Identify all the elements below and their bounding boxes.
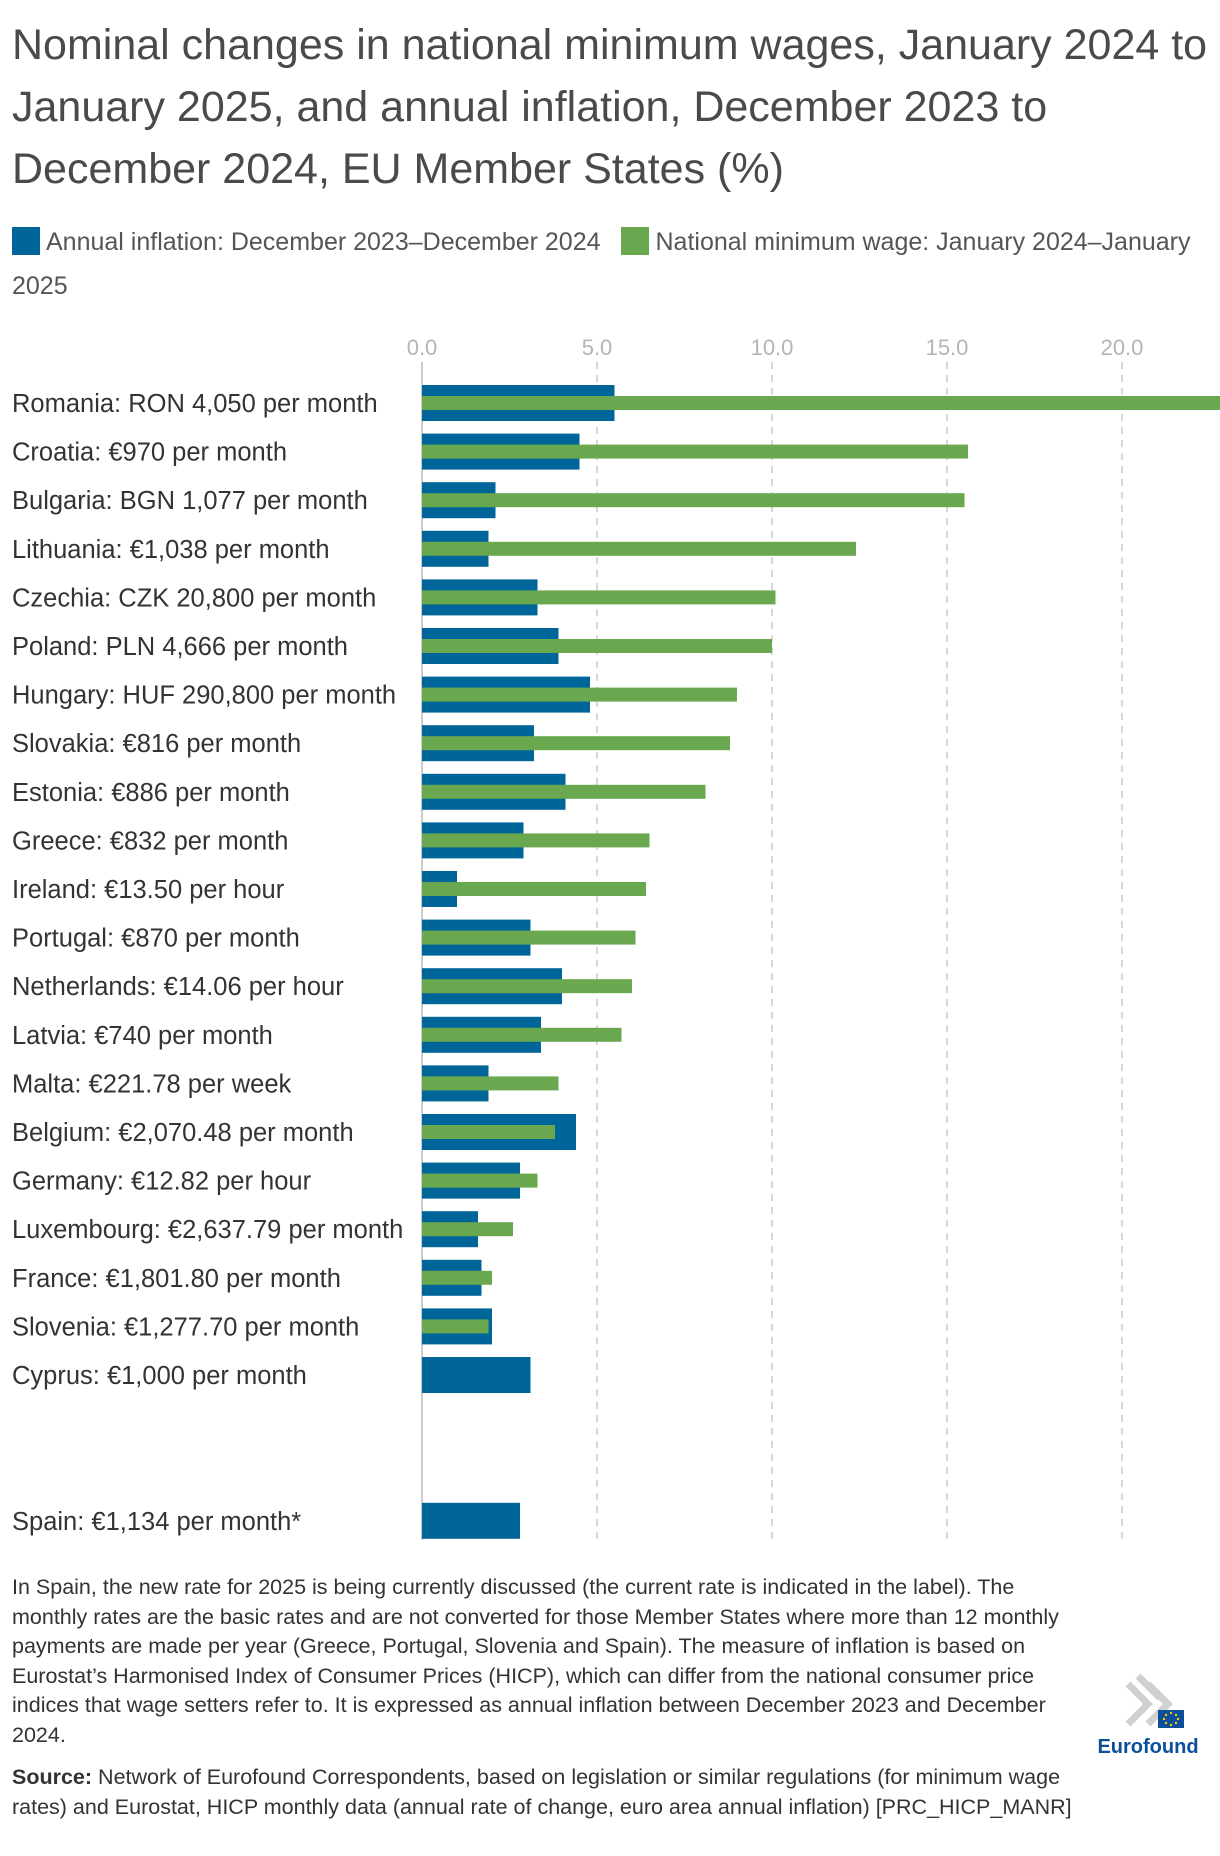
category-label: Czechia: CZK 20,800 per month — [12, 584, 376, 612]
category-label: Luxembourg: €2,637.79 per month — [12, 1216, 403, 1244]
category-label: Bulgaria: BGN 1,077 per month — [12, 487, 368, 515]
bar-minimum-wage — [422, 541, 856, 556]
legend-label-inflation: Annual inflation: December 2023–December… — [46, 228, 601, 256]
eurofound-logo-text: Eurofound — [1097, 1736, 1199, 1758]
category-label: Lithuania: €1,038 per month — [12, 536, 330, 564]
category-label: Greece: €832 per month — [12, 827, 288, 855]
category-label: Netherlands: €14.06 per hour — [12, 973, 344, 1001]
source-note: Source: Network of Eurofound Corresponde… — [12, 1763, 1072, 1822]
bar-minimum-wage — [422, 639, 772, 653]
bar-minimum-wage — [422, 396, 1220, 410]
legend-item-inflation[interactable]: Annual inflation: December 2023–December… — [12, 227, 607, 256]
category-label: Belgium: €2,070.48 per month — [12, 1119, 354, 1147]
bar-minimum-wage — [422, 1027, 622, 1042]
category-label: Malta: €221.78 per week — [12, 1070, 292, 1098]
bar-minimum-wage — [422, 1125, 555, 1139]
legend: Annual inflation: December 2023–December… — [12, 220, 1208, 308]
category-label: Slovakia: €816 per month — [12, 730, 301, 758]
bar-minimum-wage — [422, 590, 776, 605]
bar-minimum-wage — [422, 930, 636, 945]
category-label: Portugal: €870 per month — [12, 925, 300, 953]
bar-minimum-wage — [422, 1270, 492, 1285]
legend-item-wage[interactable]: National minimum wage: January 2024–Janu… — [12, 227, 1191, 300]
x-tick-label: 0.0 — [407, 335, 438, 360]
bar-minimum-wage — [422, 687, 737, 702]
category-label: Estonia: €886 per month — [12, 779, 290, 807]
bar-minimum-wage — [422, 493, 965, 508]
source-label: Source: — [12, 1765, 93, 1789]
legend-label-wage: National minimum wage: January 2024–Janu… — [12, 228, 1191, 300]
eurofound-logo[interactable]: Eurofound — [1088, 1670, 1208, 1780]
category-label: Latvia: €740 per month — [12, 1022, 273, 1050]
footnote: In Spain, the new rate for 2025 is being… — [12, 1575, 1059, 1747]
bar-chart: 0.0 5.0 10.0 15.0 20.0 Romania: RON 4,050 per… — [12, 335, 1220, 1540]
bar-minimum-wage — [422, 882, 646, 896]
category-label: France: €1,801.80 per month — [12, 1265, 341, 1293]
bar-minimum-wage — [422, 979, 632, 994]
bar-minimum-wage — [422, 833, 650, 848]
bar-minimum-wage — [422, 1222, 513, 1237]
chart-title: Nominal changes in national minimum wage… — [12, 21, 1208, 193]
category-label: Germany: €12.82 per hour — [12, 1168, 312, 1196]
bar-minimum-wage — [422, 1173, 538, 1188]
x-tick-label: 5.0 — [582, 335, 613, 360]
x-tick-label: 20.0 — [1101, 335, 1144, 360]
category-label: Hungary: HUF 290,800 per month — [12, 682, 396, 710]
category-label: Croatia: €970 per month — [12, 439, 287, 467]
source-text: Network of Eurofound Correspondents, bas… — [12, 1765, 1072, 1819]
bar-minimum-wage — [422, 784, 706, 799]
bar-inflation — [422, 1502, 520, 1539]
legend-swatch-wage — [621, 227, 650, 255]
x-tick-label: 15.0 — [926, 335, 969, 360]
bar-minimum-wage — [422, 444, 968, 459]
bar-minimum-wage — [422, 1319, 489, 1334]
x-tick-label: 10.0 — [751, 335, 794, 360]
category-label: Cyprus: €1,000 per month — [12, 1362, 307, 1390]
bar-inflation — [422, 1357, 531, 1393]
category-label: Romania: RON 4,050 per month — [12, 390, 378, 418]
category-label: Spain: €1,134 per month* — [12, 1508, 301, 1536]
category-label: Ireland: €13.50 per hour — [12, 876, 285, 904]
legend-swatch-inflation — [12, 227, 40, 255]
category-label: Poland: PLN 4,666 per month — [12, 633, 348, 661]
eurofound-logo-icon — [1125, 1673, 1184, 1728]
bar-minimum-wage — [422, 736, 730, 751]
bar-minimum-wage — [422, 1076, 559, 1091]
category-label: Slovenia: €1,277.70 per month — [12, 1313, 359, 1341]
